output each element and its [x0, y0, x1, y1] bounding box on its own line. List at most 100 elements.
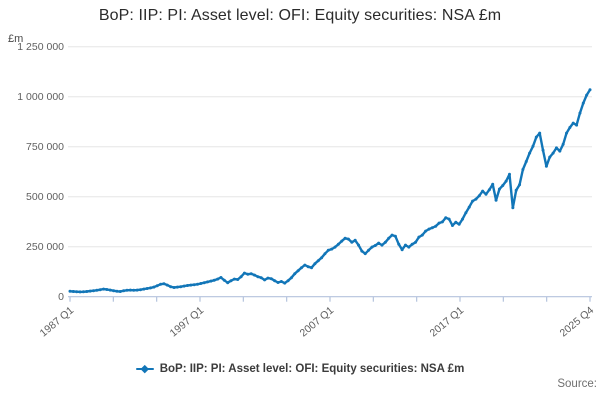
data-point — [518, 183, 522, 187]
data-point — [457, 222, 461, 226]
data-point — [393, 234, 397, 238]
data-point — [504, 179, 508, 183]
x-tick-label: 2007 Q1 — [298, 304, 337, 339]
data-point — [155, 284, 159, 288]
data-point — [383, 240, 387, 244]
data-point — [551, 151, 555, 155]
data-point — [511, 206, 515, 210]
x-tick-label: 2025 Q4 — [558, 304, 597, 339]
data-point — [541, 148, 545, 152]
data-point — [521, 168, 525, 171]
data-point — [128, 288, 132, 292]
data-point — [276, 281, 280, 284]
data-point — [159, 282, 163, 286]
data-point — [219, 276, 223, 279]
data-point — [296, 269, 300, 273]
data-point — [149, 286, 153, 290]
data-point — [373, 244, 377, 247]
source-label: Source: — [557, 378, 597, 390]
data-point — [554, 146, 558, 150]
data-point — [172, 286, 176, 289]
data-point — [253, 273, 257, 277]
data-point — [95, 288, 99, 292]
data-point — [75, 290, 79, 294]
data-point — [346, 237, 350, 241]
data-point — [407, 245, 411, 249]
data-point — [343, 236, 347, 240]
data-point — [548, 155, 552, 159]
data-point — [306, 265, 310, 269]
data-point — [414, 240, 418, 244]
data-point — [350, 240, 354, 244]
data-point — [403, 243, 407, 247]
data-point — [450, 224, 454, 227]
data-point — [78, 290, 82, 294]
data-point — [474, 197, 478, 201]
line-chart-svg: 0 250 000 500 000 750 000 1 000 000 1 250 000… — [17, 41, 597, 339]
data-point — [313, 262, 317, 266]
y-tick-label: 500 000 — [26, 191, 64, 203]
data-point — [249, 272, 253, 276]
data-point — [578, 111, 582, 115]
data-point — [118, 290, 122, 293]
data-point — [558, 149, 562, 153]
data-point — [263, 278, 267, 282]
data-point — [138, 288, 142, 292]
data-point — [417, 235, 421, 239]
data-point — [279, 280, 283, 283]
data-point — [464, 211, 468, 215]
x-tick-label: 2017 Q1 — [428, 304, 467, 339]
data-point — [471, 199, 475, 203]
data-point — [229, 279, 233, 283]
legend: BoP: IIP: PI: Asset level: OFI: Equity s… — [0, 363, 600, 375]
data-point — [169, 285, 173, 289]
data-point — [165, 283, 169, 287]
data-point — [370, 245, 374, 249]
data-point — [259, 276, 263, 280]
data-point — [430, 226, 434, 230]
data-point — [461, 217, 465, 221]
chart-title: BoP: IIP: PI: Asset level: OFI: Equity s… — [98, 7, 502, 24]
data-point — [565, 131, 569, 135]
data-point — [175, 285, 179, 289]
data-point — [185, 284, 189, 287]
data-point — [98, 288, 102, 292]
data-point — [303, 263, 307, 267]
data-point — [528, 151, 532, 155]
data-point — [192, 283, 196, 287]
data-point — [333, 245, 337, 249]
data-point — [363, 252, 367, 256]
data-point — [71, 290, 75, 293]
data-point — [491, 182, 495, 186]
data-point — [571, 121, 575, 125]
data-point — [102, 287, 106, 291]
data-point — [585, 93, 589, 97]
data-point — [326, 248, 330, 252]
data-point — [353, 238, 357, 242]
data-point — [534, 135, 538, 139]
data-point — [212, 278, 216, 282]
data-point — [377, 241, 381, 245]
plot-area: 0 250 000 500 000 750 000 1 000 000 1 250 000… — [17, 41, 597, 339]
data-point — [544, 164, 548, 168]
data-point — [514, 188, 518, 192]
data-point — [122, 289, 126, 293]
data-point — [135, 288, 139, 292]
data-point — [105, 288, 109, 291]
data-point — [299, 266, 303, 270]
data-point — [199, 282, 203, 285]
data-point — [145, 287, 149, 290]
data-point — [477, 194, 481, 198]
data-point — [179, 285, 183, 289]
data-point — [387, 236, 391, 240]
data-point — [531, 144, 535, 148]
data-point — [289, 276, 293, 280]
data-point — [232, 277, 236, 281]
data-point — [323, 252, 327, 256]
data-point — [427, 227, 431, 231]
y-tick-label: 250 000 — [26, 241, 64, 253]
data-point — [125, 288, 129, 292]
data-point — [195, 282, 199, 286]
data-point — [236, 278, 240, 281]
data-point — [108, 288, 112, 292]
